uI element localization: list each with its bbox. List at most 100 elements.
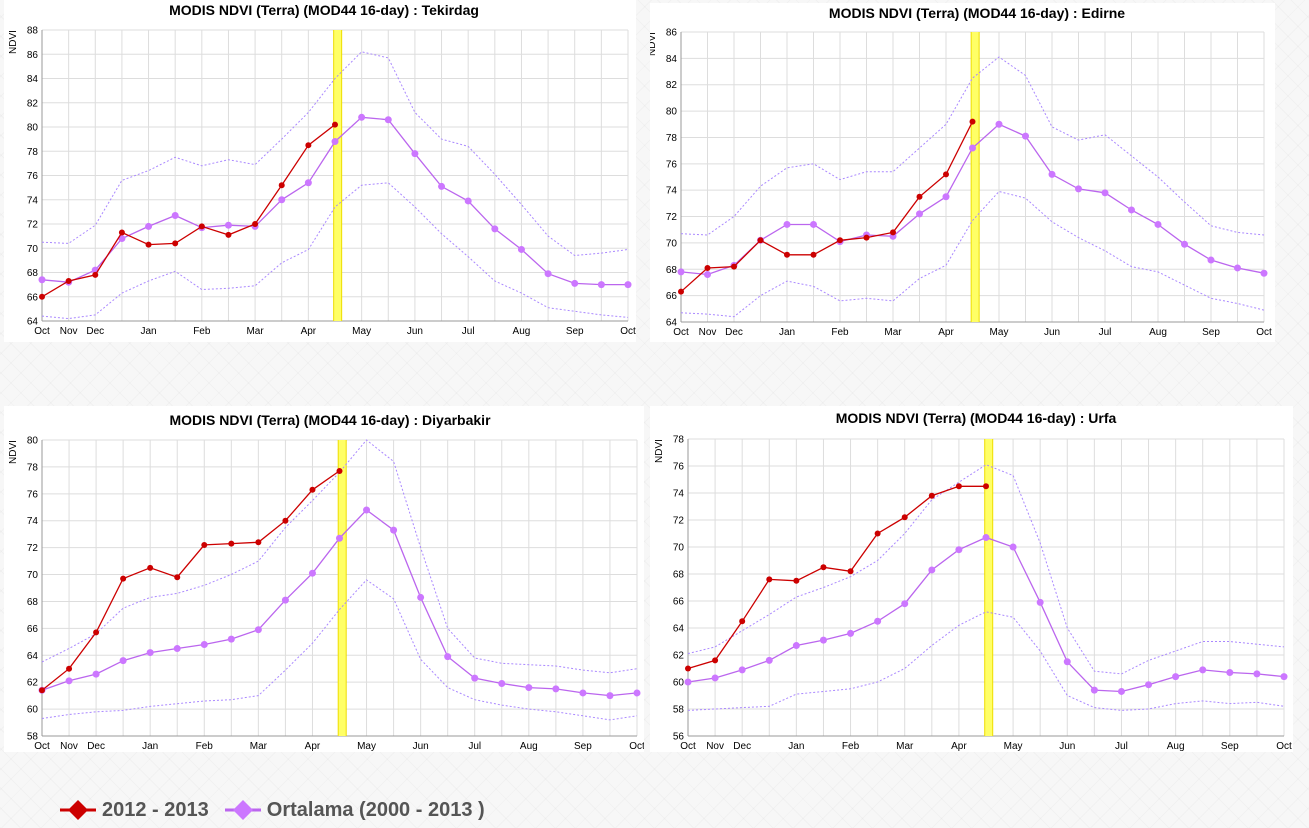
data-point-average [942,193,950,201]
x-tick-label: Oct [673,327,689,338]
data-point-average [92,670,100,678]
data-point-current [174,574,181,581]
x-tick-label: Oct [34,326,50,337]
y-tick-label: 80 [27,123,39,134]
data-point-average [173,645,181,653]
x-tick-label: Jul [468,741,481,752]
y-tick-label: 74 [666,186,678,197]
x-tick-label: Nov [706,741,724,752]
y-tick-label: 76 [666,159,678,170]
y-tick-label: 70 [27,570,39,581]
x-tick-label: Jul [1115,741,1128,752]
x-tick-label: Jun [1059,741,1075,752]
x-tick-label: Aug [1167,741,1185,752]
chart-edirne: MODIS NDVI (Terra) (MOD44 16-day) : Edir… [650,5,1272,338]
x-tick-label: Jan [788,741,804,752]
current-date-highlight [984,439,993,736]
chart-title: MODIS NDVI (Terra) (MOD44 16-day) : Diya… [169,412,491,428]
y-tick-label: 84 [666,54,678,65]
y-tick-label: 68 [27,268,39,279]
x-tick-label: Dec [725,327,743,338]
data-point-current [731,263,737,270]
y-tick-label: 72 [666,212,678,223]
y-tick-label: 72 [673,516,685,527]
data-point-average [1009,543,1017,551]
x-tick-label: Apr [938,327,954,338]
data-point-average [1063,658,1071,666]
x-tick-label: Apr [305,741,321,752]
data-point-current [336,467,343,474]
current-date-highlight [333,30,342,321]
data-point-current [225,231,232,238]
data-point-average [783,220,791,228]
data-point-average [308,569,316,577]
x-tick-label: May [990,327,1009,338]
data-point-average [498,680,506,688]
data-point-current [793,577,800,584]
data-point-average [711,674,719,682]
x-tick-label: Oct [1276,741,1292,752]
y-tick-label: 78 [673,435,685,446]
data-point-average [384,116,392,124]
data-point-current [252,221,259,227]
data-point-current [66,665,73,672]
data-point-average [1154,220,1162,228]
y-axis-label: NDVI [654,439,665,463]
x-tick-label: Jul [462,326,475,337]
data-point-current [847,568,854,575]
data-point-current [255,539,262,546]
y-tick-label: 80 [666,107,678,118]
data-point-current [282,517,289,524]
legend-label-current: 2012 - 2013 [102,798,209,821]
data-point-average [677,268,685,276]
series-line-upper-bound [687,464,1285,675]
x-tick-label: Oct [620,326,636,337]
data-point-average [119,657,127,665]
x-tick-label: Jan [779,327,795,338]
chart-diyarbakir: MODIS NDVI (Terra) (MOD44 16-day) : Diya… [8,412,644,752]
y-tick-label: 76 [27,489,39,500]
data-point-current [890,229,896,236]
legend-item-current[interactable]: 2012 - 2013 [58,798,209,822]
data-point-current [678,288,684,295]
x-tick-label: Mar [250,741,268,752]
y-tick-label: 86 [27,50,39,61]
y-tick-label: 68 [673,570,685,581]
x-tick-label: May [357,741,376,752]
data-point-current [278,182,285,189]
y-tick-label: 88 [27,26,39,37]
y-tick-label: 86 [666,28,678,39]
data-point-average [1090,686,1098,694]
chart-panel-tekirdag: MODIS NDVI (Terra) (MOD44 16-day) : Teki… [4,0,636,342]
x-tick-label: Jun [1044,327,1060,338]
y-tick-label: 64 [666,318,678,329]
y-tick-label: 66 [673,597,685,608]
data-point-current [172,240,179,247]
data-point-average [1022,132,1029,140]
data-point-average [1075,185,1082,193]
data-point-current [863,234,870,241]
data-point-average [281,596,289,604]
purple-diamond-line-icon [224,800,261,820]
x-tick-label: Sep [1221,741,1239,752]
x-tick-label: Dec [86,326,104,337]
y-tick-label: 66 [27,292,39,303]
legend-item-average[interactable]: Ortalama (2000 - 2013 ) [223,798,485,822]
data-point-average [438,182,446,190]
data-point-average [336,534,343,542]
y-tick-label: 70 [27,244,39,255]
data-point-average [597,281,605,289]
data-point-current [145,241,152,248]
data-point-current [928,492,935,499]
y-tick-label: 62 [27,678,39,689]
series-line-current [41,470,340,691]
y-tick-label: 64 [27,317,39,328]
data-point-current [201,541,208,548]
y-tick-label: 76 [27,171,39,182]
data-point-average [464,197,472,205]
x-tick-label: Aug [513,326,531,337]
x-tick-label: Sep [574,741,592,752]
data-point-average [1253,670,1261,678]
data-point-current [120,575,127,582]
y-tick-label: 62 [673,651,685,662]
